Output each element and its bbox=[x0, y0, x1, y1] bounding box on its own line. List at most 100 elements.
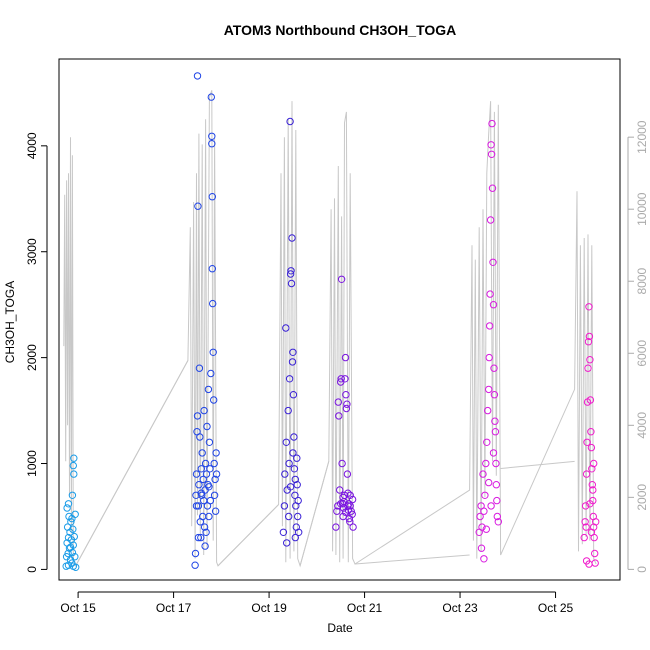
data-point bbox=[194, 502, 203, 510]
data-point bbox=[482, 525, 490, 533]
data-point bbox=[482, 459, 490, 468]
altitude-transit-line bbox=[75, 360, 189, 567]
data-point bbox=[344, 489, 352, 497]
chart-title: ATOM3 Northbound CH3OH_TOGA bbox=[224, 22, 457, 38]
data-point bbox=[294, 496, 302, 505]
data-point bbox=[282, 438, 290, 446]
data-point bbox=[286, 117, 294, 126]
data-point bbox=[286, 270, 295, 278]
data-point bbox=[336, 486, 344, 494]
data-point bbox=[288, 358, 297, 366]
data-point bbox=[70, 454, 78, 462]
data-point bbox=[480, 555, 488, 563]
data-point bbox=[209, 299, 217, 308]
data-point bbox=[487, 502, 495, 510]
data-point bbox=[333, 507, 341, 515]
data-point bbox=[291, 491, 299, 499]
x-tick-label: Oct 15 bbox=[60, 601, 96, 615]
data-point bbox=[69, 525, 77, 533]
data-point bbox=[343, 470, 352, 478]
data-point bbox=[341, 508, 350, 516]
data-point bbox=[342, 404, 351, 413]
data-point bbox=[193, 72, 202, 80]
plot-area-border bbox=[58, 58, 621, 581]
data-point bbox=[64, 500, 73, 508]
data-point bbox=[202, 528, 210, 536]
points-layer bbox=[62, 72, 600, 571]
data-point bbox=[339, 493, 347, 502]
data-point bbox=[585, 560, 593, 568]
data-point bbox=[288, 234, 296, 242]
data-point bbox=[337, 375, 345, 383]
data-point bbox=[291, 533, 299, 542]
data-point bbox=[337, 500, 345, 508]
data-point bbox=[212, 470, 221, 478]
data-point bbox=[203, 422, 211, 431]
data-point bbox=[485, 385, 493, 394]
x-axis-label: Date bbox=[327, 621, 353, 635]
data-point bbox=[289, 391, 298, 399]
data-point bbox=[200, 523, 209, 531]
data-point bbox=[486, 322, 494, 330]
data-point bbox=[205, 512, 213, 521]
data-point bbox=[199, 475, 207, 484]
x-tick-label: Oct 17 bbox=[156, 601, 192, 615]
data-point bbox=[289, 449, 297, 457]
data-point bbox=[345, 500, 353, 508]
data-point bbox=[489, 258, 497, 266]
altitude-transit-line bbox=[217, 504, 279, 567]
data-point bbox=[202, 470, 211, 478]
data-point bbox=[281, 470, 289, 478]
data-point bbox=[293, 481, 301, 489]
x-tick-label: Oct 19 bbox=[251, 601, 287, 615]
data-point bbox=[584, 364, 592, 372]
data-point bbox=[347, 507, 355, 515]
data-point bbox=[585, 303, 593, 311]
data-point bbox=[581, 502, 590, 510]
data-point bbox=[285, 459, 293, 468]
data-point bbox=[196, 433, 204, 441]
altitude-transit-line bbox=[354, 554, 470, 565]
data-point bbox=[478, 523, 486, 531]
data-point bbox=[485, 353, 493, 362]
data-point bbox=[488, 184, 497, 192]
data-point bbox=[282, 324, 290, 332]
data-point bbox=[72, 563, 80, 571]
data-point bbox=[205, 438, 214, 446]
data-point bbox=[484, 406, 492, 415]
data-point bbox=[479, 470, 487, 478]
data-point bbox=[212, 449, 220, 457]
axes-layer: Oct 15 Oct 17 Oct 19 Oct 21 Oct 23 Oct 25 0 100… bbox=[25, 120, 649, 615]
data-point bbox=[67, 518, 75, 526]
y2-tick-label: 8000 bbox=[635, 268, 649, 295]
data-point bbox=[491, 428, 500, 436]
data-point bbox=[483, 438, 491, 446]
data-point bbox=[588, 465, 596, 473]
data-point bbox=[582, 470, 591, 478]
y2-tick-label: 2000 bbox=[635, 484, 649, 511]
data-point bbox=[587, 443, 596, 452]
y-tick-label: 0 bbox=[25, 566, 39, 573]
data-point bbox=[486, 216, 495, 224]
y2-tick-label: 10000 bbox=[635, 192, 649, 226]
data-point bbox=[592, 518, 600, 526]
data-point bbox=[210, 396, 218, 404]
data-point bbox=[587, 528, 596, 536]
data-point bbox=[194, 533, 203, 542]
data-point bbox=[191, 561, 199, 569]
data-point bbox=[586, 356, 594, 364]
y-axis-label: CH3OH_TOGA bbox=[3, 281, 17, 363]
data-point bbox=[492, 459, 500, 468]
x-tick-label: Oct 21 bbox=[347, 601, 383, 615]
data-point bbox=[210, 459, 218, 468]
data-point bbox=[490, 391, 499, 399]
data-point bbox=[294, 512, 302, 521]
data-point bbox=[477, 544, 486, 552]
data-point bbox=[293, 454, 301, 462]
data-point bbox=[204, 385, 213, 394]
data-point bbox=[346, 502, 354, 510]
data-point bbox=[487, 141, 495, 149]
data-point bbox=[493, 512, 501, 521]
data-point bbox=[481, 491, 489, 499]
data-point bbox=[68, 491, 77, 499]
